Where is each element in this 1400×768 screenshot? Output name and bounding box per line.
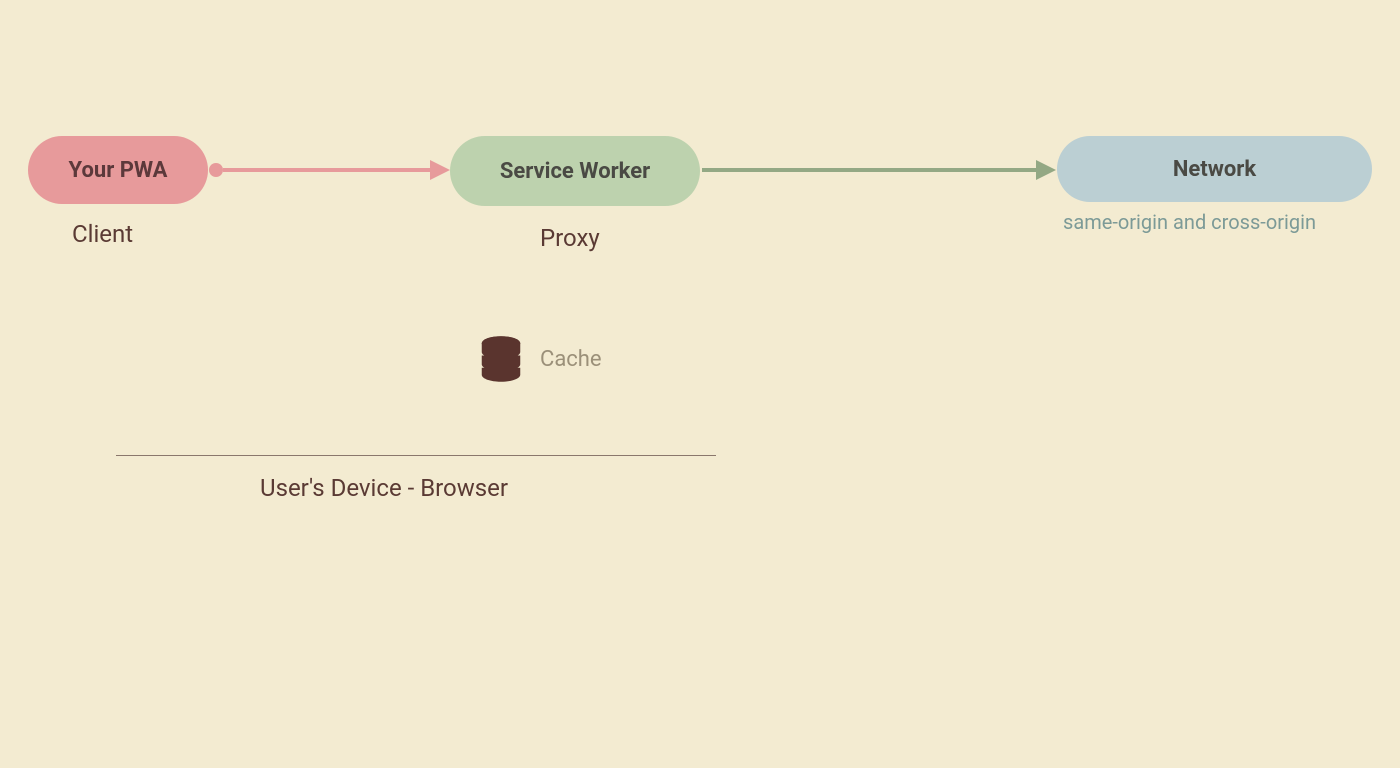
node-network-sublabel: same-origin and cross-origin <box>1063 210 1316 234</box>
node-your-pwa-sublabel: Client <box>72 220 133 248</box>
device-label: User's Device - Browser <box>260 474 508 502</box>
device-divider <box>116 455 716 456</box>
node-your-pwa: Your PWA <box>28 136 208 204</box>
cache-block: Cache <box>480 336 602 382</box>
node-service-worker: Service Worker <box>450 136 700 206</box>
node-service-worker-sublabel: Proxy <box>540 224 600 252</box>
node-your-pwa-label: Your PWA <box>69 158 168 183</box>
arrow-start-dot <box>209 163 223 177</box>
database-icon <box>480 336 522 382</box>
arrows-layer <box>0 0 1400 768</box>
diagram-canvas: Your PWA Client Service Worker Proxy Net… <box>0 0 1400 768</box>
node-service-worker-label: Service Worker <box>500 159 650 184</box>
cache-label: Cache <box>540 347 602 372</box>
node-network: Network <box>1057 136 1372 202</box>
node-network-label: Network <box>1173 157 1256 182</box>
